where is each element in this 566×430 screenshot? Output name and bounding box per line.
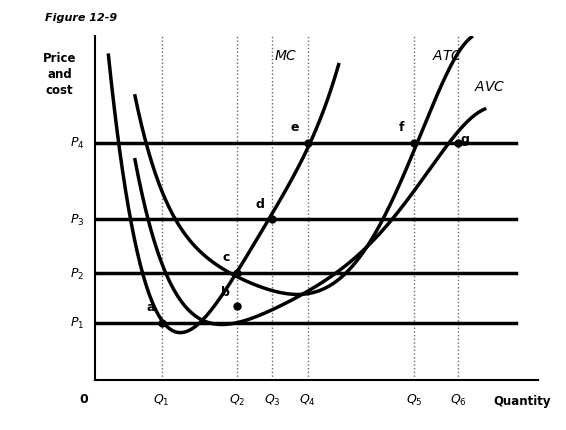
Text: $P_2$: $P_2$ bbox=[70, 266, 84, 281]
Text: $Q_6$: $Q_6$ bbox=[450, 392, 466, 407]
Text: e: e bbox=[291, 121, 299, 134]
Text: $Q_5$: $Q_5$ bbox=[406, 392, 422, 407]
Text: d: d bbox=[255, 197, 264, 210]
Text: $Q_4$: $Q_4$ bbox=[299, 392, 316, 407]
Text: a: a bbox=[146, 301, 155, 313]
Text: Price
and
cost: Price and cost bbox=[43, 52, 76, 97]
Text: $P_4$: $P_4$ bbox=[70, 136, 84, 151]
Text: Figure 12-9: Figure 12-9 bbox=[45, 13, 117, 23]
Text: $P_1$: $P_1$ bbox=[70, 316, 84, 331]
Text: $Q_1$: $Q_1$ bbox=[153, 392, 170, 407]
Text: b: b bbox=[221, 285, 230, 298]
Text: f: f bbox=[398, 121, 404, 134]
Text: 0: 0 bbox=[80, 392, 88, 405]
Text: g: g bbox=[460, 132, 469, 145]
Text: Quantity: Quantity bbox=[494, 394, 551, 407]
Text: c: c bbox=[222, 251, 229, 264]
Text: $P_3$: $P_3$ bbox=[70, 212, 84, 227]
Text: $MC$: $MC$ bbox=[274, 49, 297, 63]
Text: $Q_3$: $Q_3$ bbox=[264, 392, 281, 407]
Text: $ATC$: $ATC$ bbox=[432, 49, 462, 63]
Text: $Q_2$: $Q_2$ bbox=[229, 392, 245, 407]
Text: $AVC$: $AVC$ bbox=[474, 80, 505, 94]
